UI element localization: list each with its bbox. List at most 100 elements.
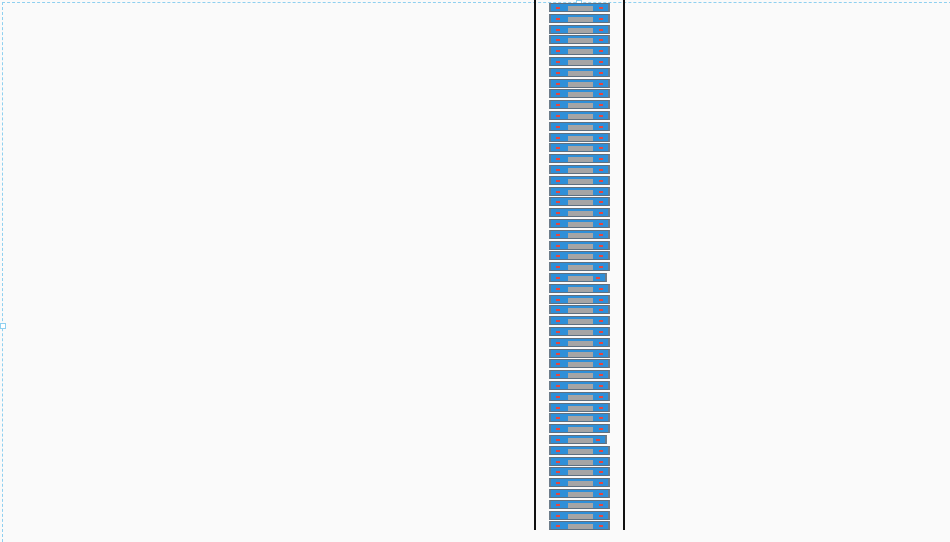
status-led-icon <box>556 50 560 53</box>
server-unit[interactable] <box>549 370 610 380</box>
status-led-icon <box>599 104 603 107</box>
status-led-icon <box>599 493 603 495</box>
server-unit[interactable] <box>549 229 610 239</box>
status-led-icon <box>599 179 603 182</box>
drive-bay-panel <box>568 448 593 454</box>
server-unit[interactable] <box>549 78 610 88</box>
status-led-icon <box>599 158 603 161</box>
server-unit[interactable] <box>549 510 610 520</box>
server-unit[interactable] <box>549 154 610 164</box>
status-led-icon <box>556 482 560 485</box>
resize-handle-left[interactable] <box>0 323 6 329</box>
server-unit[interactable] <box>549 381 610 390</box>
server-unit[interactable] <box>549 208 610 218</box>
server-unit[interactable] <box>549 100 610 110</box>
server-unit[interactable] <box>549 197 610 207</box>
server-unit[interactable] <box>549 132 610 142</box>
server-unit[interactable] <box>549 143 610 153</box>
server-unit[interactable] <box>549 46 610 56</box>
server-unit[interactable] <box>549 337 610 347</box>
status-led-icon <box>556 417 560 420</box>
status-led-icon <box>556 287 560 290</box>
server-unit[interactable] <box>549 89 610 99</box>
server-unit[interactable] <box>549 327 610 336</box>
status-led-icon <box>599 363 603 366</box>
status-led-icon <box>599 374 603 377</box>
server-unit[interactable] <box>549 467 610 477</box>
server-unit[interactable] <box>549 67 610 77</box>
server-unit[interactable] <box>549 456 610 466</box>
server-unit[interactable] <box>549 424 610 434</box>
status-led-icon <box>596 277 600 279</box>
server-unit[interactable] <box>549 273 607 282</box>
server-unit[interactable] <box>549 435 607 444</box>
status-led-icon <box>556 460 560 463</box>
status-led-icon <box>556 341 560 344</box>
status-led-icon <box>556 363 560 366</box>
status-led-icon <box>556 309 560 312</box>
server-unit[interactable] <box>549 175 610 185</box>
server-unit[interactable] <box>549 478 610 488</box>
drive-bay-panel <box>568 70 593 76</box>
server-unit[interactable] <box>549 413 610 423</box>
server-unit[interactable] <box>549 35 610 45</box>
status-led-icon <box>599 298 603 301</box>
status-led-icon <box>599 352 603 355</box>
server-unit[interactable] <box>549 294 610 304</box>
server-unit[interactable] <box>549 57 610 66</box>
server-unit[interactable] <box>549 445 610 455</box>
status-led-icon <box>556 61 560 63</box>
drive-bay-panel <box>568 103 593 109</box>
status-led-icon <box>556 298 560 301</box>
server-unit[interactable] <box>549 165 610 174</box>
drive-bay-panel <box>568 92 593 98</box>
server-unit[interactable] <box>549 348 610 358</box>
status-led-icon <box>556 525 560 528</box>
drive-bay-panel <box>568 459 593 465</box>
drive-bay-panel <box>568 16 593 22</box>
status-led-icon <box>556 471 560 474</box>
server-unit[interactable] <box>549 3 610 12</box>
status-led-icon <box>599 449 603 452</box>
drive-bay-panel <box>568 394 593 400</box>
server-unit[interactable] <box>549 521 610 531</box>
drive-bay-panel <box>568 49 593 55</box>
status-led-icon <box>599 136 603 139</box>
server-unit[interactable] <box>549 305 610 315</box>
server-unit[interactable] <box>549 111 610 120</box>
status-led-icon <box>596 439 600 441</box>
drive-bay-panel <box>568 524 593 530</box>
status-led-icon <box>556 385 560 387</box>
drive-bay-panel <box>568 114 593 119</box>
status-led-icon <box>599 287 603 290</box>
drive-bay-panel <box>568 276 593 281</box>
server-unit[interactable] <box>549 316 610 326</box>
server-unit[interactable] <box>549 186 610 196</box>
server-unit[interactable] <box>549 262 610 272</box>
server-unit[interactable] <box>549 251 610 261</box>
status-led-icon <box>599 503 603 506</box>
server-unit[interactable] <box>549 24 610 34</box>
status-led-icon <box>599 385 603 387</box>
status-led-icon <box>556 93 560 96</box>
server-unit[interactable] <box>549 359 610 369</box>
server-unit[interactable] <box>549 240 610 250</box>
server-unit[interactable] <box>549 219 610 228</box>
server-unit[interactable] <box>549 13 610 23</box>
status-led-icon <box>556 439 560 441</box>
status-led-icon <box>599 223 603 225</box>
drive-bay-panel <box>568 405 593 411</box>
server-unit[interactable] <box>549 402 610 412</box>
status-led-icon <box>599 7 603 9</box>
status-led-icon <box>556 277 560 279</box>
status-led-icon <box>599 331 603 333</box>
server-unit[interactable] <box>549 391 610 401</box>
server-unit[interactable] <box>549 283 610 293</box>
server-unit[interactable] <box>549 499 610 509</box>
status-led-icon <box>556 493 560 495</box>
server-unit[interactable] <box>549 489 610 498</box>
drive-bay-panel <box>568 211 593 217</box>
drive-bay-panel <box>568 200 593 206</box>
server-unit[interactable] <box>549 121 610 131</box>
